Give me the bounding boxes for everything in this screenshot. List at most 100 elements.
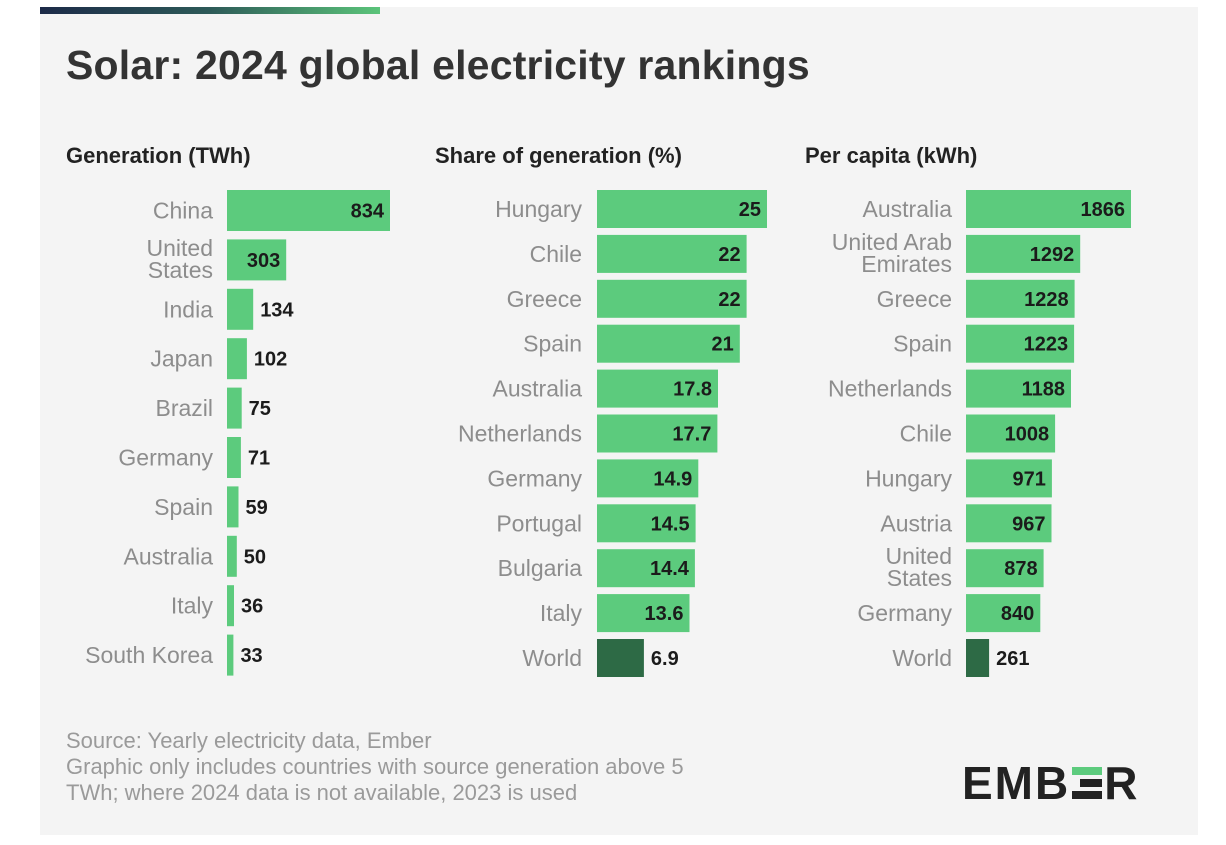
value-label-0-8: 36 xyxy=(241,596,263,618)
bar-2-4 xyxy=(966,369,1071,408)
value-label-2-7: 967 xyxy=(1012,513,1045,535)
bar-1-9 xyxy=(597,594,690,633)
category-label-2-2: Greece xyxy=(877,286,952,312)
bar-2-5 xyxy=(966,414,1056,453)
panel-title-generation: Generation (TWh) xyxy=(66,143,251,168)
bar-2-0 xyxy=(966,190,1131,228)
bar-2-6 xyxy=(966,459,1052,498)
value-label-0-0: 834 xyxy=(351,201,385,223)
value-label-0-9: 33 xyxy=(240,645,262,667)
bar-0-1 xyxy=(227,239,287,281)
footnote: Source: Yearly electricity data, Ember G… xyxy=(66,728,684,806)
value-label-0-4: 75 xyxy=(249,398,271,420)
category-label-1-7: Portugal xyxy=(496,510,582,536)
value-label-1-7: 14.5 xyxy=(651,513,690,535)
bar-0-2 xyxy=(227,288,254,330)
value-label-1-4: 17.8 xyxy=(673,379,712,401)
top-accent-bar xyxy=(40,7,380,14)
category-label-0-0: China xyxy=(153,198,213,224)
category-label-0-2: India xyxy=(163,296,213,322)
category-label-0-3: Japan xyxy=(150,346,213,372)
value-label-2-0: 1866 xyxy=(1081,199,1126,221)
chart-panel-0: China 834 United States 303 India 134 Japan 102 B… xyxy=(85,190,390,676)
value-label-2-2: 1228 xyxy=(1024,289,1069,311)
bar-1-7 xyxy=(597,504,696,543)
bar-1-1 xyxy=(597,234,747,273)
category-label-2-4: Netherlands xyxy=(828,376,952,402)
category-label-1-3: Spain xyxy=(523,331,582,357)
panel-title-share: Share of generation (%) xyxy=(435,143,682,168)
value-label-1-10: 6.9 xyxy=(651,648,679,670)
category-label-0-6: Spain xyxy=(154,494,213,520)
chart-panel-1: Hungary 25 Chile 22 Greece 22 Spain 21 Australia… xyxy=(458,190,767,677)
bar-1-6 xyxy=(597,459,699,498)
value-label-2-4: 1188 xyxy=(1022,379,1065,401)
value-label-2-5: 1008 xyxy=(1005,424,1050,446)
bar-1-5 xyxy=(597,414,718,453)
value-label-0-5: 71 xyxy=(248,448,270,470)
bar-2-3 xyxy=(966,324,1075,363)
value-label-0-6: 59 xyxy=(246,497,268,519)
bar-0-4 xyxy=(227,387,242,429)
category-label-2-10: World xyxy=(892,645,952,671)
value-label-1-2: 22 xyxy=(718,289,740,311)
category-label-2-8: United States xyxy=(886,543,952,591)
value-label-2-3: 1223 xyxy=(1024,334,1069,356)
value-label-1-8: 14.4 xyxy=(650,558,690,580)
bar-1-8 xyxy=(597,549,695,588)
value-label-2-1: 1292 xyxy=(1030,244,1075,266)
category-label-1-6: Germany xyxy=(487,465,582,491)
value-label-2-10: 261 xyxy=(996,648,1029,670)
category-label-2-0: Australia xyxy=(863,196,953,222)
category-label-0-9: South Korea xyxy=(85,642,213,668)
footnote-source: Source: Yearly electricity data, Ember xyxy=(66,728,432,753)
value-label-1-6: 14.9 xyxy=(653,468,692,490)
category-label-2-6: Hungary xyxy=(865,465,952,491)
category-label-2-7: Austria xyxy=(880,510,952,536)
bar-2-2 xyxy=(966,279,1075,318)
footnote-line-2: Graphic only includes countries with sou… xyxy=(66,754,684,779)
bar-0-5 xyxy=(227,437,241,478)
bar-0-0 xyxy=(227,190,390,231)
ember-e-logo-icon xyxy=(1072,763,1103,803)
bar-1-2 xyxy=(597,279,747,318)
panel-title-per-capita: Per capita (kWh) xyxy=(805,143,978,168)
bar-0-6 xyxy=(227,486,239,528)
footnote-line-3: TWh; where 2024 data is not available, 2… xyxy=(66,780,578,805)
logo-text-end: R xyxy=(1104,757,1140,809)
value-label-0-2: 134 xyxy=(260,299,294,321)
category-label-0-5: Germany xyxy=(118,445,213,471)
value-label-1-9: 13.6 xyxy=(645,603,684,625)
logo-text-start: EMB xyxy=(962,757,1071,809)
category-label-1-4: Australia xyxy=(493,376,583,402)
bar-1-4 xyxy=(597,369,718,408)
value-label-0-3: 102 xyxy=(254,349,287,371)
value-label-1-1: 22 xyxy=(718,244,740,266)
category-label-1-1: Chile xyxy=(530,241,582,267)
category-label-1-0: Hungary xyxy=(495,196,582,222)
category-label-1-9: Italy xyxy=(540,600,583,626)
category-label-0-1: United States xyxy=(147,235,213,283)
bar-2-8 xyxy=(966,549,1044,588)
category-label-2-3: Spain xyxy=(893,331,952,357)
category-label-2-1: United Arab Emirates xyxy=(832,229,952,277)
value-label-2-8: 878 xyxy=(1004,558,1037,580)
category-label-0-8: Italy xyxy=(171,593,214,619)
value-label-2-9: 840 xyxy=(1001,603,1034,625)
value-label-1-3: 21 xyxy=(712,334,734,356)
value-label-1-0: 25 xyxy=(739,199,761,221)
category-label-0-7: Australia xyxy=(124,543,214,569)
value-label-0-7: 50 xyxy=(244,546,266,568)
bar-1-0 xyxy=(597,190,767,228)
category-label-2-5: Chile xyxy=(900,421,952,447)
bar-0-8 xyxy=(227,585,234,627)
ember-logo: EMB R xyxy=(962,756,1139,810)
category-label-1-10: World xyxy=(522,645,582,671)
bar-2-7 xyxy=(966,504,1052,543)
value-label-2-6: 971 xyxy=(1012,468,1045,490)
category-label-2-9: Germany xyxy=(857,600,952,626)
bar-2-9 xyxy=(966,594,1041,633)
bar-1-3 xyxy=(597,324,740,363)
bar-2-1 xyxy=(966,234,1081,273)
